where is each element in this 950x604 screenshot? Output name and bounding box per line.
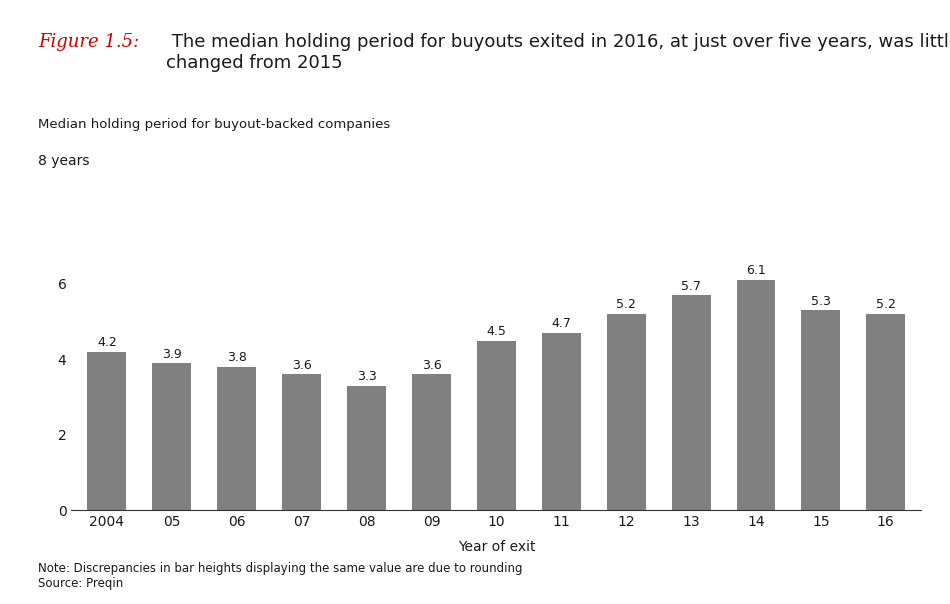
X-axis label: Year of exit: Year of exit [458,541,535,554]
Text: 3.9: 3.9 [162,347,181,361]
Text: 5.2: 5.2 [617,298,637,312]
Bar [282,374,321,510]
Bar [866,314,905,510]
Text: 3.8: 3.8 [227,352,247,364]
Text: 5.3: 5.3 [811,295,831,307]
Text: 3.6: 3.6 [422,359,442,372]
Bar [542,333,580,510]
Text: 4.7: 4.7 [551,317,571,330]
Bar [477,341,516,510]
Text: The median holding period for buyouts exited in 2016, at just over five years, w: The median holding period for buyouts ex… [166,33,950,72]
Text: Note: Discrepancies in bar heights displaying the same value are due to rounding: Note: Discrepancies in bar heights displ… [38,562,522,590]
Bar [607,314,646,510]
Text: 6.1: 6.1 [746,265,766,277]
Text: 5.7: 5.7 [681,280,701,292]
Text: Median holding period for buyout-backed companies: Median holding period for buyout-backed … [38,118,390,131]
Text: 8 years: 8 years [38,154,89,168]
Bar [152,363,191,510]
Text: 4.2: 4.2 [97,336,117,349]
Bar [672,295,711,510]
Text: 3.6: 3.6 [292,359,312,372]
Bar [412,374,451,510]
Text: 3.3: 3.3 [356,370,376,383]
Bar [218,367,256,510]
Text: 5.2: 5.2 [876,298,896,312]
Bar [347,386,386,510]
Bar [87,352,126,510]
Bar [736,280,775,510]
Text: 4.5: 4.5 [486,325,506,338]
Text: Figure 1.5:: Figure 1.5: [38,33,140,51]
Bar [802,310,841,510]
